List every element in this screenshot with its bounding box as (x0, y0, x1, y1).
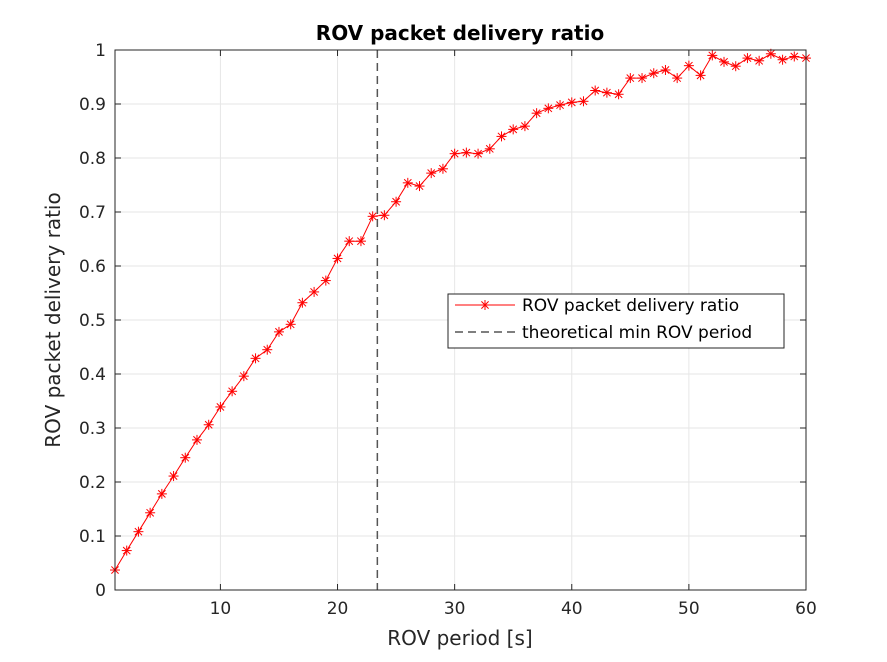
data-point-marker (695, 70, 706, 81)
data-point-marker (133, 526, 144, 537)
data-point-marker (437, 163, 448, 174)
data-point-marker (273, 326, 284, 337)
series-layer (110, 48, 811, 590)
data-point-marker (320, 275, 331, 286)
data-point-marker (180, 452, 191, 463)
data-point-marker (285, 319, 296, 330)
data-point-marker (121, 545, 132, 556)
data-point-marker (473, 148, 484, 159)
data-point-marker (508, 124, 519, 135)
y-tick-label: 0.1 (79, 527, 106, 547)
data-point-marker (449, 148, 460, 159)
data-point-marker (543, 103, 554, 114)
data-point-marker (566, 97, 577, 108)
y-tick-label: 0.9 (79, 95, 106, 115)
y-tick-label: 0.8 (79, 149, 106, 169)
data-point-marker (789, 51, 800, 62)
x-tick-label: 10 (210, 599, 232, 619)
data-point-marker (391, 196, 402, 207)
x-tick-label: 40 (561, 599, 583, 619)
data-point-marker (238, 371, 249, 382)
x-tick-label: 60 (795, 599, 817, 619)
y-tick-label: 0.5 (79, 311, 106, 331)
data-point-marker (203, 419, 214, 430)
chart-title: ROV packet delivery ratio (316, 21, 604, 45)
data-point-marker (578, 96, 589, 107)
data-point-marker (297, 297, 308, 308)
y-tick-label: 0.2 (79, 473, 106, 493)
data-point-marker (648, 68, 659, 79)
data-point-marker (660, 64, 671, 75)
data-point-marker (742, 53, 753, 64)
data-point-marker (156, 488, 167, 499)
legend-label-theoretical: theoretical min ROV period (522, 323, 752, 343)
ticks: 10 20 30 40 50 60 0 0.1 0.2 0.3 0.4 0.5 0.6 0.7 0.8 0.9… (79, 41, 817, 619)
data-point-marker (227, 386, 238, 397)
data-point-marker (367, 211, 378, 222)
x-tick-label: 30 (444, 599, 466, 619)
data-point-marker (625, 73, 636, 84)
data-point-marker (262, 344, 273, 355)
legend-marker-delivery (480, 300, 490, 310)
data-point-marker (145, 507, 156, 518)
data-point-marker (613, 89, 624, 100)
data-point-marker (777, 54, 788, 65)
legend-asterisk-marker (480, 300, 490, 310)
data-point-marker (496, 131, 507, 142)
data-point-marker (355, 236, 366, 247)
data-point-marker (426, 168, 437, 179)
data-point-marker (191, 434, 202, 445)
x-tick-label: 20 (327, 599, 349, 619)
y-tick-label: 0 (95, 581, 106, 601)
data-point-marker (215, 401, 226, 412)
y-tick-label: 0.3 (79, 419, 106, 439)
data-point-marker (672, 73, 683, 84)
data-point-marker (484, 143, 495, 154)
x-tick-label: 50 (678, 599, 700, 619)
y-tick-label: 0.4 (79, 365, 106, 385)
data-point-marker (519, 121, 530, 132)
legend-box (447, 293, 785, 349)
data-point-marker (719, 56, 730, 67)
data-point-marker (555, 100, 566, 111)
data-point-marker (531, 108, 542, 119)
data-point-marker (754, 55, 765, 66)
data-point-marker (402, 177, 413, 188)
data-point-marker (637, 73, 648, 84)
data-point-marker (379, 210, 390, 221)
data-point-marker (765, 48, 776, 59)
y-axis-label: ROV packet delivery ratio (41, 192, 65, 447)
x-axis-label: ROV period [s] (387, 626, 532, 650)
data-point-marker (601, 87, 612, 98)
legend-label-delivery: ROV packet delivery ratio (522, 296, 739, 316)
data-point-marker (707, 50, 718, 61)
data-point-marker (461, 147, 472, 158)
data-point-marker (309, 286, 320, 297)
data-point-marker (250, 353, 261, 364)
data-point-marker (683, 60, 694, 71)
data-point-marker (414, 181, 425, 192)
data-point-marker (590, 85, 601, 96)
data-point-marker (730, 61, 741, 72)
data-point-marker (344, 236, 355, 247)
data-point-marker (168, 471, 179, 482)
data-point-marker (332, 253, 343, 264)
legend: ROV packet delivery ratio theoretical mi… (447, 293, 785, 349)
y-tick-label: 0.6 (79, 257, 106, 277)
y-tick-label: 1 (95, 41, 106, 61)
y-tick-label: 0.7 (79, 203, 106, 223)
